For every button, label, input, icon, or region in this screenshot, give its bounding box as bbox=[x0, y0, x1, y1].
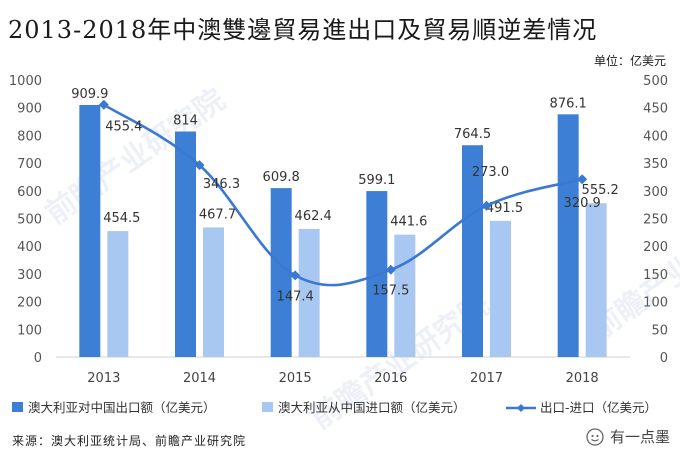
y-left-tick-label: 1000 bbox=[9, 74, 42, 89]
balance-marker bbox=[385, 264, 396, 275]
export-bar bbox=[557, 114, 579, 357]
y-left-tick-label: 700 bbox=[17, 157, 42, 172]
import-value-label: 467.7 bbox=[199, 207, 236, 222]
y-left-tick-label: 600 bbox=[17, 185, 42, 200]
y-left-tick-label: 300 bbox=[17, 268, 42, 283]
balance-value-label: 455.4 bbox=[105, 120, 142, 135]
x-tick-label: 2013 bbox=[87, 371, 120, 386]
y-left-tick-label: 500 bbox=[17, 213, 42, 228]
balance-value-label: 346.3 bbox=[203, 177, 240, 192]
y-right-tick-label: 0 bbox=[660, 351, 668, 366]
balance-marker bbox=[98, 99, 109, 110]
balance-marker bbox=[577, 174, 588, 185]
x-tick-label: 2017 bbox=[470, 371, 503, 386]
export-bar bbox=[462, 145, 483, 357]
x-axis: 2013 2014 2015 2016 2017 2018 bbox=[87, 371, 598, 386]
legend-export-label: 澳大利亚对中国出口额（亿美元） bbox=[28, 400, 216, 415]
y-right-tick-label: 200 bbox=[643, 240, 668, 255]
export-value-label: 599.1 bbox=[358, 173, 395, 188]
legend-import-label: 澳大利亚从中国进口额（亿美元） bbox=[278, 400, 466, 415]
balance-line bbox=[103, 103, 583, 287]
export-bar bbox=[79, 104, 101, 357]
balance-marker bbox=[290, 270, 301, 281]
brand-name: 有一点墨 bbox=[609, 428, 670, 446]
x-tick-label: 2014 bbox=[183, 371, 216, 386]
legend-balance-label: 出口-进口（亿美元） bbox=[540, 400, 657, 415]
export-bar bbox=[270, 188, 292, 357]
export-value-label: 764.5 bbox=[454, 127, 491, 142]
balance-value-label: 320.9 bbox=[564, 196, 601, 211]
y-right-tick-label: 300 bbox=[643, 185, 668, 200]
import-value-label: 441.6 bbox=[390, 215, 427, 230]
import-value-label: 555.2 bbox=[582, 183, 619, 198]
x-tick-label: 2016 bbox=[374, 371, 407, 386]
legend: 澳大利亚对中国出口额（亿美元） 澳大利亚从中国进口额（亿美元） 出口-进口（亿美元） bbox=[12, 400, 657, 415]
y-left-tick-label: 900 bbox=[17, 102, 42, 117]
export-value-label: 876.1 bbox=[550, 96, 587, 111]
balance-value-label: 157.5 bbox=[372, 284, 409, 299]
y-right-tick-label: 500 bbox=[643, 74, 668, 89]
y-right-tick-label: 150 bbox=[643, 268, 668, 283]
export-value-label: 909.9 bbox=[71, 87, 108, 102]
legend-balance-marker bbox=[517, 404, 525, 412]
balance-marker bbox=[194, 160, 205, 171]
y-left-tick-label: 0 bbox=[34, 351, 42, 366]
x-tick-label: 2018 bbox=[566, 371, 599, 386]
import-bar bbox=[490, 220, 511, 357]
source-note: 来源：澳大利亚统计局、前瞻产业研究院 bbox=[12, 434, 247, 448]
y-right-tick-label: 250 bbox=[643, 213, 668, 228]
import-bar bbox=[298, 228, 320, 357]
y-left-tick-label: 100 bbox=[17, 323, 42, 338]
y-right-tick-label: 450 bbox=[643, 102, 668, 117]
x-tick-label: 2015 bbox=[279, 371, 312, 386]
y-right-tick-label: 50 bbox=[651, 323, 668, 338]
y-left-tick-label: 800 bbox=[17, 129, 42, 144]
y-axis-left: 0 100 200 300 400 500 600 700 800 900 1000 bbox=[9, 74, 42, 366]
balance-value-label: 273.0 bbox=[472, 165, 509, 180]
y-left-tick-label: 200 bbox=[17, 296, 42, 311]
y-axis-right: 0 50 100 150 200 250 300 350 400 450 500 bbox=[643, 74, 668, 366]
brand: 有一点墨 bbox=[586, 426, 670, 447]
export-value-label: 814 bbox=[173, 114, 198, 129]
y-left-tick-label: 400 bbox=[17, 240, 42, 255]
y-right-tick-label: 400 bbox=[643, 129, 668, 144]
export-bar bbox=[175, 131, 196, 357]
balance-line-group: 455.4 346.3 147.4 157.5 273.0 320.9 bbox=[98, 99, 601, 304]
legend-export-swatch bbox=[12, 402, 23, 412]
unit-label: 单位：亿美元 bbox=[593, 54, 666, 68]
import-bar bbox=[203, 227, 224, 357]
import-value-label: 462.4 bbox=[295, 209, 332, 224]
chart-title: 2013-2018年中澳雙邊貿易進出口及貿易順逆差情况 bbox=[8, 16, 598, 44]
legend-import-swatch bbox=[262, 402, 273, 412]
y-right-tick-label: 100 bbox=[643, 296, 668, 311]
wechat-logo-icon bbox=[586, 427, 604, 446]
balance-value-label: 147.4 bbox=[277, 289, 314, 304]
export-value-label: 609.8 bbox=[263, 170, 300, 185]
bar-labels-group: 909.9 454.5 814 467.7 609.8 462.4 599.1 441.6 76… bbox=[71, 87, 619, 230]
import-value-label: 491.5 bbox=[486, 201, 523, 216]
balance-marker bbox=[481, 200, 492, 211]
y-right-tick-label: 350 bbox=[643, 157, 668, 172]
import-bar bbox=[107, 231, 129, 357]
bars-group bbox=[79, 104, 607, 357]
import-bar bbox=[585, 203, 607, 357]
import-value-label: 454.5 bbox=[103, 211, 140, 226]
